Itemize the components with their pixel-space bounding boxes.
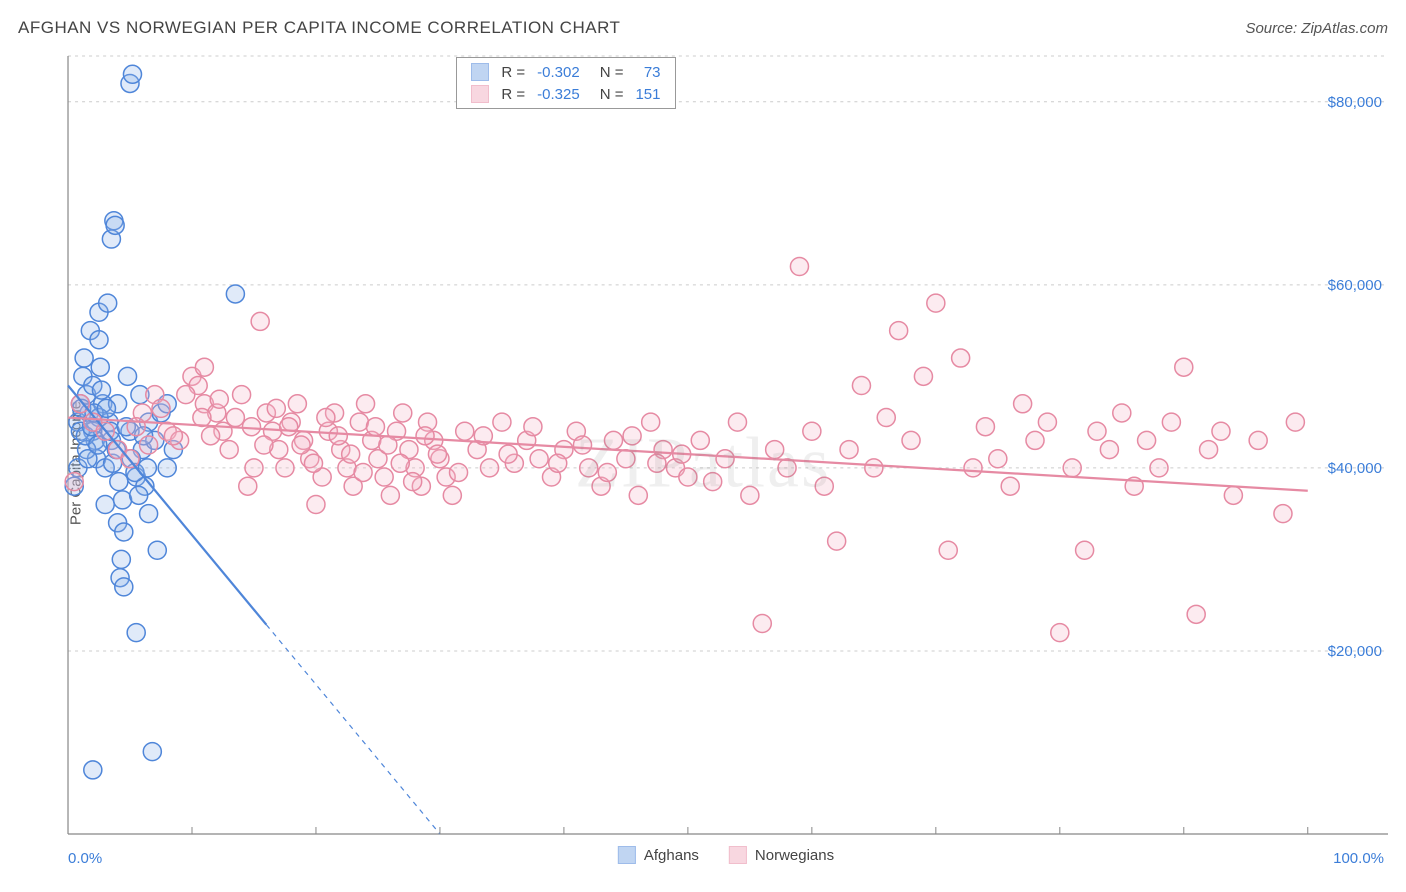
scatter-plot: $20,000 $40,000 $60,000 $80,000 xyxy=(64,52,1388,840)
svg-text:$40,000: $40,000 xyxy=(1328,460,1382,477)
correlation-legend: R =-0.302N =73R =-0.325N =151 xyxy=(456,57,675,109)
chart-container: AFGHAN VS NORWEGIAN PER CAPITA INCOME CO… xyxy=(0,0,1406,892)
svg-text:$80,000: $80,000 xyxy=(1328,94,1382,111)
plot-area: Per Capita Income $20,000$40,000$60,000$… xyxy=(18,52,1388,874)
legend-item: Norwegians xyxy=(729,846,834,864)
x-axis-min-label: 0.0% xyxy=(68,850,102,867)
chart-title: AFGHAN VS NORWEGIAN PER CAPITA INCOME CO… xyxy=(18,18,620,38)
svg-text:$20,000: $20,000 xyxy=(1328,643,1382,660)
source-label: Source: ZipAtlas.com xyxy=(1245,20,1388,37)
header: AFGHAN VS NORWEGIAN PER CAPITA INCOME CO… xyxy=(18,18,1388,38)
x-axis-max-label: 100.0% xyxy=(1333,850,1384,867)
svg-text:$60,000: $60,000 xyxy=(1328,277,1382,294)
series-legend: Afghans Norwegians xyxy=(618,846,834,864)
x-axis-labels: 0.0% Afghans Norwegians 100.0% xyxy=(64,844,1388,874)
legend-item: Afghans xyxy=(618,846,699,864)
